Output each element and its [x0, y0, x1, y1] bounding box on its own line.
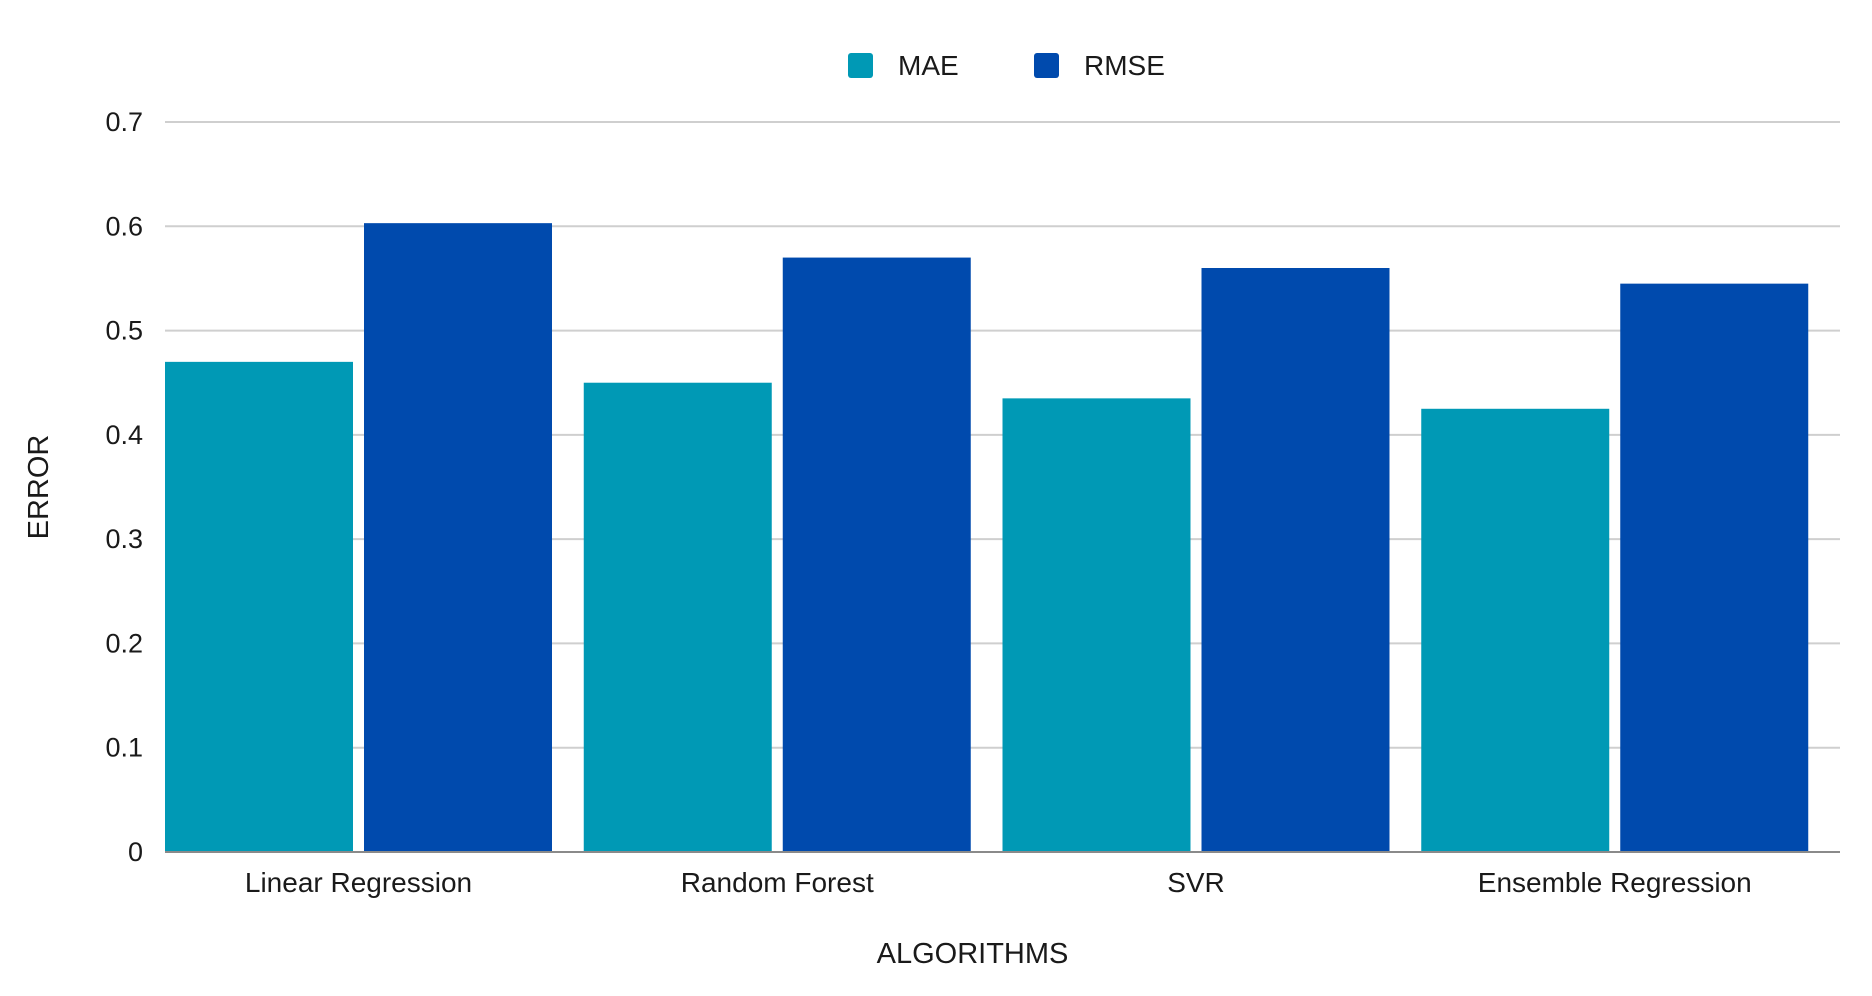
y-axis-title: ERROR	[23, 435, 55, 540]
bar-mae-1	[583, 382, 772, 852]
legend-swatch-rmse	[1034, 53, 1059, 78]
bar-mae-3	[1421, 408, 1610, 852]
y-tick-label: 0.6	[105, 211, 143, 241]
y-tick-label: 0.7	[105, 107, 143, 137]
y-tick-label: 0.4	[105, 420, 143, 450]
bar-rmse-0	[364, 223, 552, 852]
bar-rmse-1	[782, 257, 971, 853]
legend-label-rmse: RMSE	[1084, 50, 1165, 81]
bar-rmse-3	[1620, 283, 1809, 853]
legend-swatch-mae	[848, 53, 873, 78]
y-tick-label: 0	[128, 837, 143, 867]
y-tick-label: 0.1	[105, 733, 143, 763]
y-tick-label: 0.3	[105, 524, 143, 554]
legend-label-mae: MAE	[898, 50, 959, 81]
bars	[165, 223, 1809, 853]
x-tick-label: Random Forest	[681, 867, 874, 898]
x-tick-label: SVR	[1167, 867, 1225, 898]
y-tick-label: 0.5	[105, 316, 143, 346]
bar-mae-0	[165, 361, 353, 852]
bar-mae-2	[1002, 398, 1191, 852]
y-tick-label: 0.2	[105, 628, 143, 658]
axes: 0 0.1 0.2 0.3 0.4 0.5 0.6 0.7 Linear Regression R…	[105, 107, 1840, 898]
x-tick-label: Ensemble Regression	[1478, 867, 1752, 898]
x-tick-label: Linear Regression	[245, 867, 472, 898]
legend: MAE RMSE	[848, 50, 1165, 81]
x-axis-title: ALGORITHMS	[877, 938, 1069, 970]
bar-rmse-2	[1201, 268, 1390, 852]
